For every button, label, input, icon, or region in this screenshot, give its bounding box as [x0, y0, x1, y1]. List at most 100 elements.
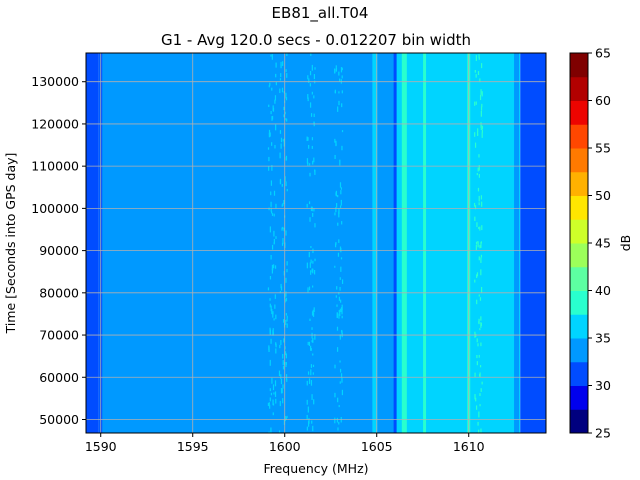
feature-band: [372, 53, 378, 433]
speckle-dot: [310, 270, 312, 275]
speckle-dot: [280, 387, 283, 394]
plot-frame: [85, 52, 547, 434]
speckle-dot: [285, 157, 287, 161]
speckle-dot: [312, 268, 314, 274]
speckle-dot: [268, 104, 270, 107]
colorbar-tick-label: 25: [595, 426, 611, 441]
speckle-dot: [335, 65, 337, 68]
speckle-dot: [312, 353, 314, 356]
speckle-dot: [336, 312, 338, 319]
speckle-dot: [338, 421, 340, 425]
speckle-dot: [341, 331, 343, 336]
chart-title: G1 - Avg 120.0 secs - 0.012207 bin width: [161, 31, 471, 49]
speckle-dot: [283, 106, 285, 111]
speckle-dot: [478, 354, 480, 358]
speckle-dot: [279, 88, 281, 94]
speckle-dot: [311, 91, 313, 95]
speckle-dot: [281, 227, 283, 231]
speckle-dot: [285, 313, 288, 316]
speckle-dot: [339, 360, 341, 363]
speckle-dot: [478, 195, 480, 202]
speckle-dot: [312, 160, 314, 165]
colorbar-tick-label: 45: [595, 236, 611, 251]
feature-line: [423, 53, 427, 433]
speckle-dot: [341, 377, 343, 383]
speckle-dot: [279, 291, 282, 294]
speckle-dot: [309, 70, 312, 76]
speckle-dot: [308, 341, 311, 347]
colorbar-segment: [570, 266, 588, 291]
speckle-dot: [274, 144, 276, 149]
speckle-dot: [339, 310, 341, 317]
speckle-dot: [313, 269, 316, 275]
y-axis-label: Time [Seconds into GPS day]: [3, 153, 18, 335]
speckle-dot: [311, 327, 313, 330]
speckle-dot: [480, 322, 482, 328]
speckle-dot: [336, 203, 338, 208]
speckle-dot: [480, 63, 483, 69]
speckle-dot: [340, 199, 342, 206]
speckle-dot: [478, 54, 480, 58]
speckle-dot: [334, 417, 336, 424]
speckle-dot: [278, 370, 281, 377]
speckle-dot: [280, 378, 283, 385]
speckle-dot: [339, 182, 342, 188]
speckle-dot: [270, 207, 272, 212]
speckle-dot: [308, 144, 310, 149]
speckle-dot: [271, 116, 273, 121]
speckle-dot: [279, 78, 282, 81]
colorbar-segment: [570, 53, 588, 78]
speckle-dot: [474, 394, 476, 400]
speckle-dot: [267, 287, 270, 291]
speckle-dot: [335, 207, 337, 213]
speckle-dot: [341, 330, 343, 333]
speckle-dot: [334, 154, 336, 159]
speckle-dot: [269, 397, 271, 402]
speckle-dot: [271, 268, 273, 274]
speckle-dot: [308, 78, 310, 83]
speckle-dot: [285, 118, 287, 121]
speckle-dot: [309, 217, 311, 222]
speckle-dot: [285, 297, 288, 302]
speckle-dot: [338, 100, 340, 106]
speckle-dot: [280, 143, 282, 149]
speckle-dot: [309, 262, 311, 268]
colorbar-segment: [570, 148, 588, 173]
speckle-dot: [275, 73, 277, 78]
speckle-dot: [313, 95, 315, 99]
speckle-dot: [307, 137, 309, 141]
speckle-dot: [311, 145, 313, 149]
speckle-dot: [479, 78, 481, 83]
speckle-dot: [271, 213, 274, 216]
speckle-dot: [310, 245, 312, 249]
y-tick-label: 70000: [39, 328, 79, 343]
speckle-dot: [340, 67, 343, 73]
speckle-dot: [478, 294, 480, 297]
speckle-dot: [282, 139, 284, 142]
speckle-dot: [480, 254, 483, 258]
speckle-dot: [341, 221, 343, 225]
speckle-dot: [271, 87, 273, 91]
colorbar-tick-label: 35: [595, 331, 611, 346]
speckle-dot: [270, 180, 273, 186]
speckle-dot: [285, 416, 288, 420]
colorbar-segment: [570, 171, 588, 196]
speckle-dot: [334, 364, 336, 369]
speckle-dot: [339, 78, 341, 82]
y-tick-label: 110000: [31, 159, 79, 174]
speckle-dot: [275, 81, 277, 86]
speckle-dot: [284, 298, 286, 303]
speckle-dot: [280, 137, 283, 143]
speckle-dot: [310, 369, 312, 376]
speckle-dot: [307, 75, 309, 80]
speckle-dot: [271, 142, 273, 146]
speckle-dot: [286, 73, 288, 78]
speckle-dot: [270, 191, 272, 196]
speckle-dot: [286, 53, 288, 57]
speckle-dot: [275, 124, 277, 131]
speckle-dot: [270, 338, 272, 344]
speckle-dot: [285, 92, 287, 99]
speckle-dot: [285, 362, 288, 365]
speckle-dot: [270, 392, 273, 396]
speckle-dot: [337, 106, 339, 112]
